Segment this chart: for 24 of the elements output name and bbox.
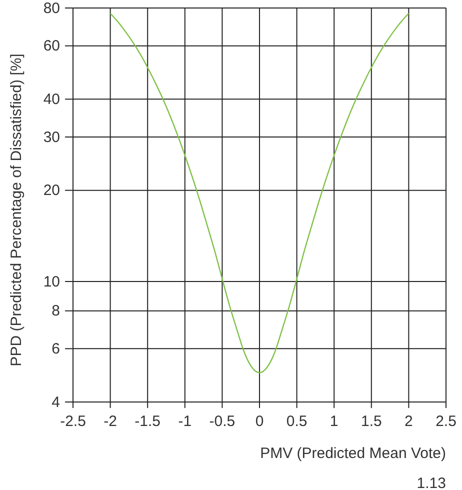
y-tick-label: 6 [52, 340, 60, 358]
y-tick-label: 10 [43, 273, 60, 290]
x-axis-title: PMV (Predicted Mean Vote) [260, 445, 446, 462]
text: 1.13 [416, 475, 446, 490]
y-tick-label: 4 [52, 394, 60, 411]
x-tick-label: -0.5 [209, 413, 236, 430]
line-series [110, 12, 410, 374]
x-tick-label: 2 [404, 413, 413, 430]
x-tick-label: -2 [104, 413, 117, 430]
x-tick-label: 1 [330, 413, 338, 430]
x-tick-label: 0.5 [286, 413, 308, 430]
y-tick-label: 40 [43, 90, 60, 108]
y-tick-label: 60 [43, 38, 60, 55]
y-axis-title: PPD (Predicted Percentage of Dissatisfied) [%] [8, 54, 25, 366]
x-tick-label: -2.5 [60, 413, 86, 430]
y-tick-label: 8 [52, 302, 60, 320]
y-tick-label: 20 [43, 182, 60, 200]
x-tick-label: 2.5 [436, 413, 456, 430]
x-tick-label: 1.5 [360, 413, 382, 430]
x-tick-label: -1 [178, 413, 192, 430]
y-tick-label: 80 [43, 0, 60, 17]
y-tick-label: 30 [43, 128, 60, 146]
x-tick-label: -1.5 [134, 413, 161, 430]
x-tick-label: 0 [255, 413, 264, 430]
